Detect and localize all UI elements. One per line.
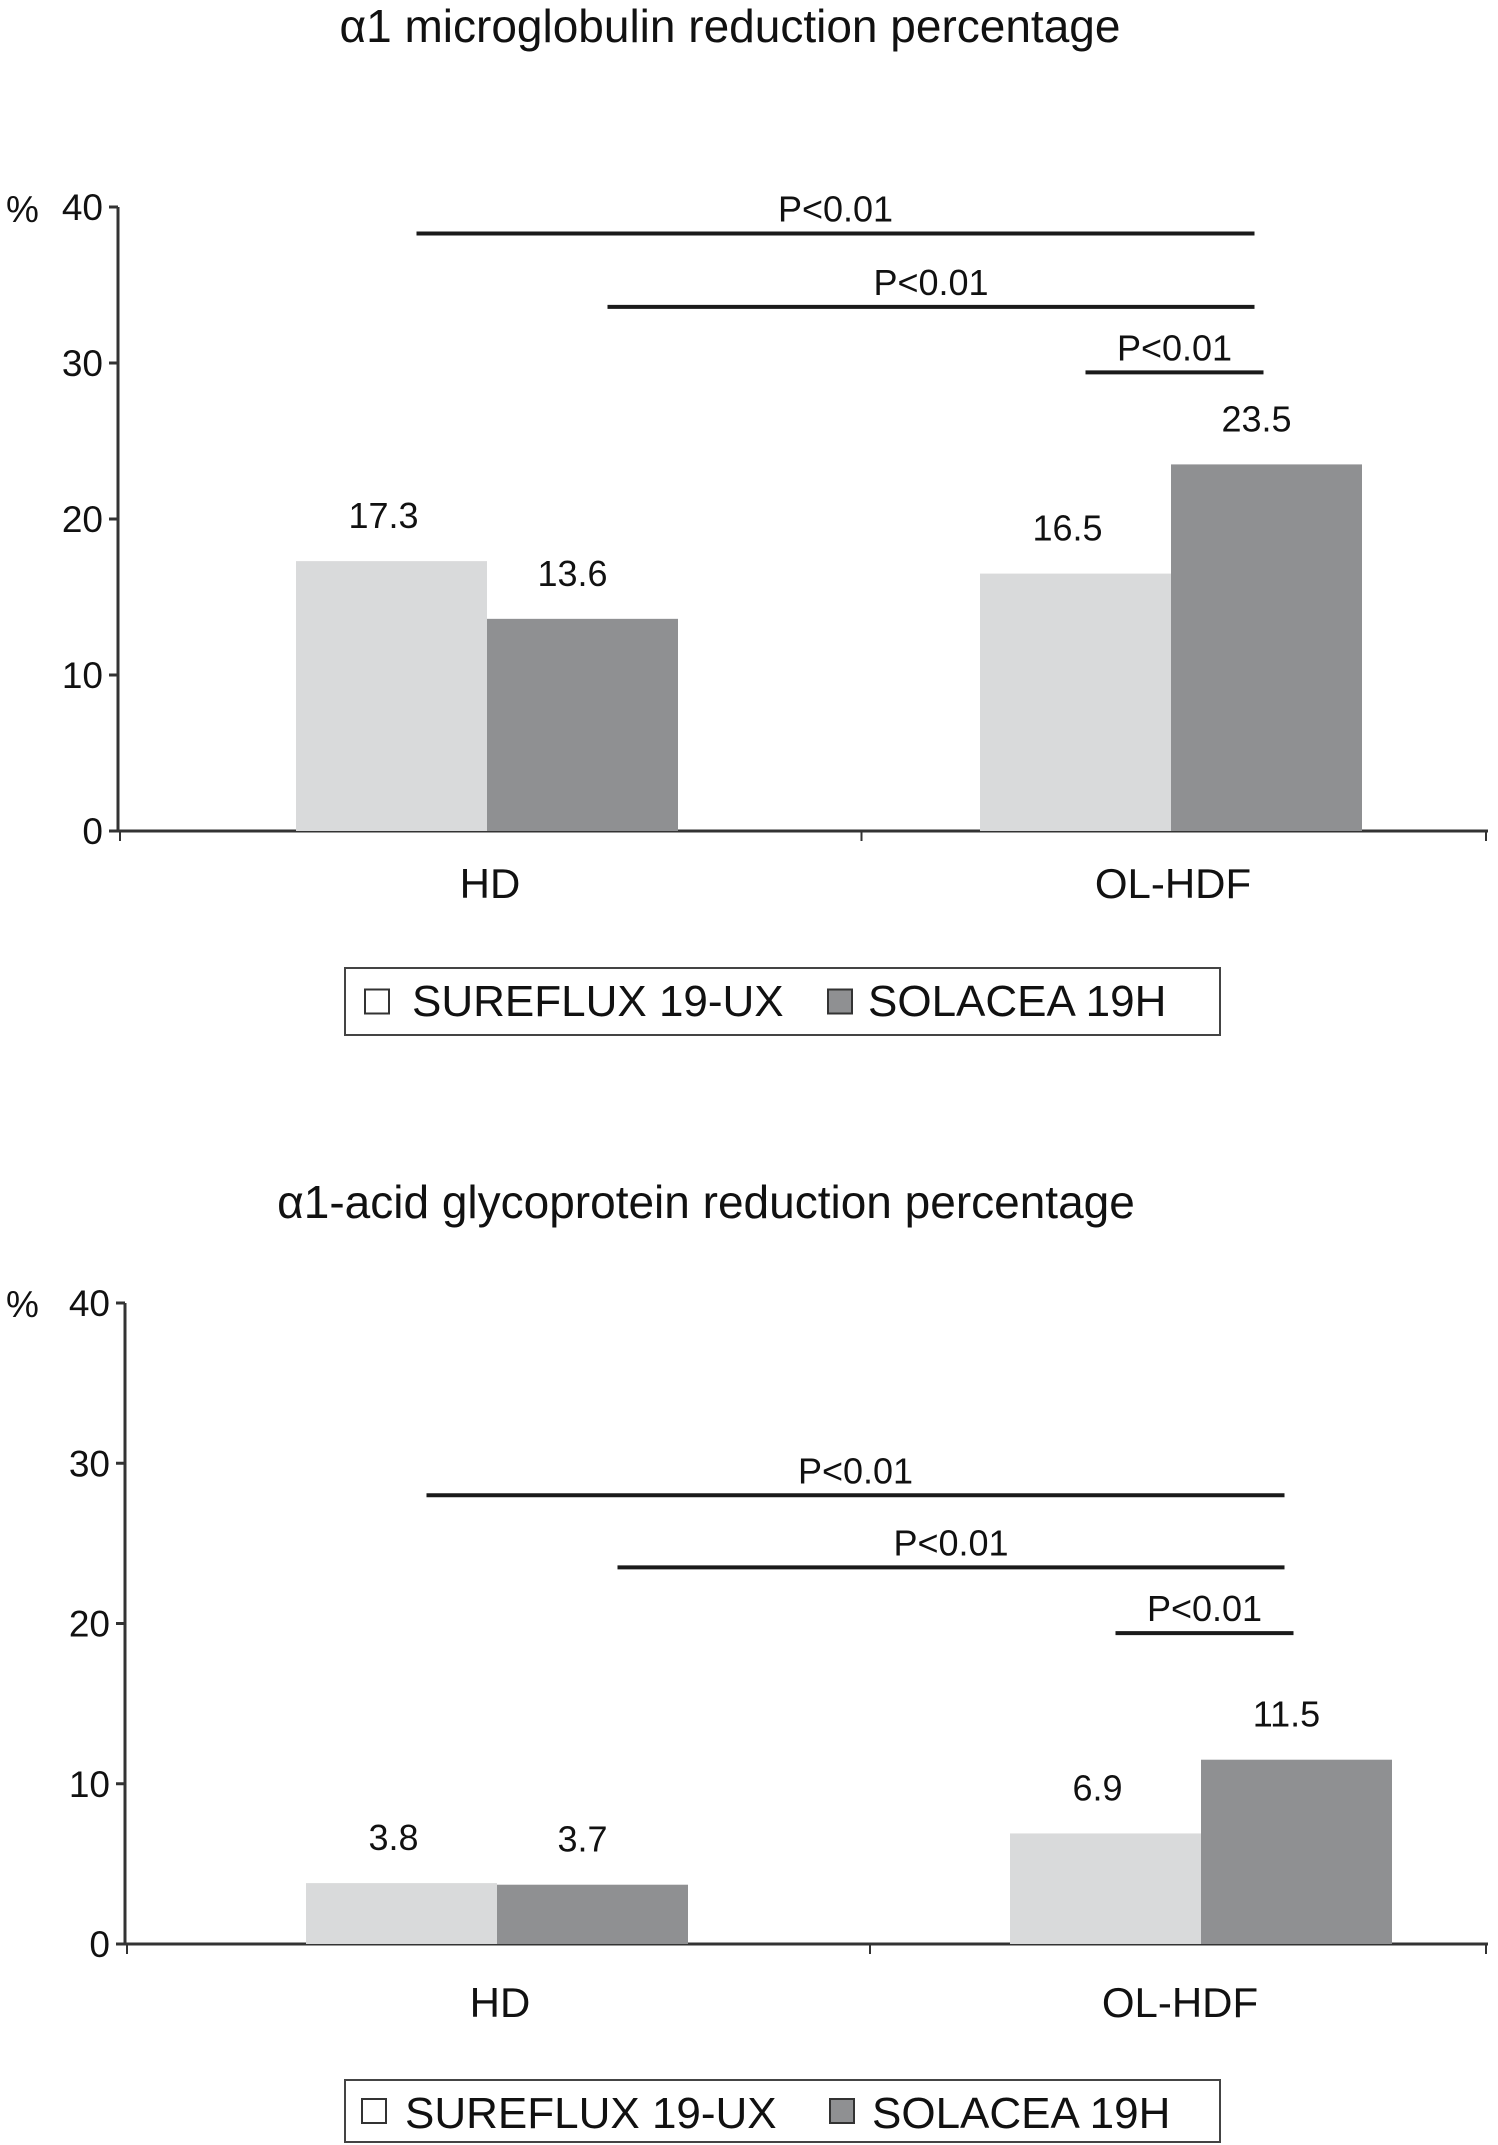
chart-2: α1-acid glycoprotein reduction percentag… — [6, 1176, 1488, 2143]
bar-ol-hdf-series-2 — [1171, 464, 1362, 831]
legend-swatch-sureflux — [364, 988, 390, 1015]
legend: SUREFLUX 19-UX SOLACEA 19H — [344, 967, 1221, 1036]
significance-label: P<0.01 — [798, 1450, 913, 1491]
data-label: 3.8 — [368, 1817, 418, 1858]
bar-hd-series-2 — [487, 618, 678, 831]
data-label: 13.6 — [537, 553, 607, 594]
legend-swatch-solacea — [829, 2098, 855, 2124]
y-tick-label: 10 — [62, 655, 103, 696]
y-axis-unit: % — [6, 189, 39, 230]
data-label: 17.3 — [348, 495, 418, 536]
bar-hd-series-1 — [296, 561, 487, 831]
y-tick-label: 10 — [69, 1764, 110, 1805]
bar-hd-series-1 — [306, 1883, 497, 1944]
legend-label: SUREFLUX 19-UX — [412, 977, 784, 1026]
legend: SUREFLUX 19-UX SOLACEA 19H — [344, 2079, 1221, 2143]
chart-title: α1-acid glycoprotein reduction percentag… — [277, 1176, 1135, 1228]
legend-frame — [344, 967, 1221, 1036]
bar-ol-hdf-series-1 — [980, 573, 1171, 831]
legend-label: SUREFLUX 19-UX — [405, 2089, 777, 2138]
x-category-label: OL-HDF — [1102, 1979, 1258, 2026]
legend-label: SOLACEA 19H — [872, 2089, 1170, 2138]
bar-ol-hdf-series-2 — [1201, 1759, 1392, 1944]
y-tick-label: 30 — [62, 343, 103, 384]
y-axis-unit: % — [6, 1284, 39, 1325]
y-tick-label: 40 — [62, 187, 103, 228]
x-category-label: HD — [460, 860, 521, 907]
y-tick-label: 20 — [62, 499, 103, 540]
data-label: 11.5 — [1253, 1694, 1320, 1735]
x-category-label: HD — [470, 1979, 531, 2026]
bar-hd-series-2 — [497, 1884, 688, 1944]
legend-swatch-sureflux — [361, 2098, 387, 2124]
data-label: 23.5 — [1221, 398, 1291, 439]
y-tick-label: 40 — [69, 1283, 110, 1324]
data-label: 3.7 — [557, 1819, 607, 1860]
significance-label: P<0.01 — [873, 262, 988, 303]
chart-1: α1 microglobulin reduction percentage 0 10… — [6, 0, 1488, 1036]
y-tick-label: 30 — [69, 1443, 110, 1484]
chart-title: α1 microglobulin reduction percentage — [340, 0, 1121, 52]
significance-label: P<0.01 — [778, 189, 893, 230]
significance-label: P<0.01 — [1147, 1588, 1262, 1629]
legend-label: SOLACEA 19H — [868, 977, 1166, 1026]
legend-frame — [344, 2079, 1221, 2143]
significance-label: P<0.01 — [893, 1522, 1008, 1563]
data-label: 16.5 — [1032, 508, 1102, 549]
x-category-label: OL-HDF — [1095, 860, 1251, 907]
y-tick-label: 20 — [69, 1604, 110, 1645]
bar-ol-hdf-series-1 — [1010, 1833, 1201, 1944]
y-tick-label: 0 — [89, 1924, 110, 1965]
legend-swatch-solacea — [827, 988, 853, 1015]
y-tick-label: 0 — [82, 811, 103, 852]
significance-label: P<0.01 — [1117, 327, 1232, 368]
data-label: 6.9 — [1072, 1767, 1122, 1808]
